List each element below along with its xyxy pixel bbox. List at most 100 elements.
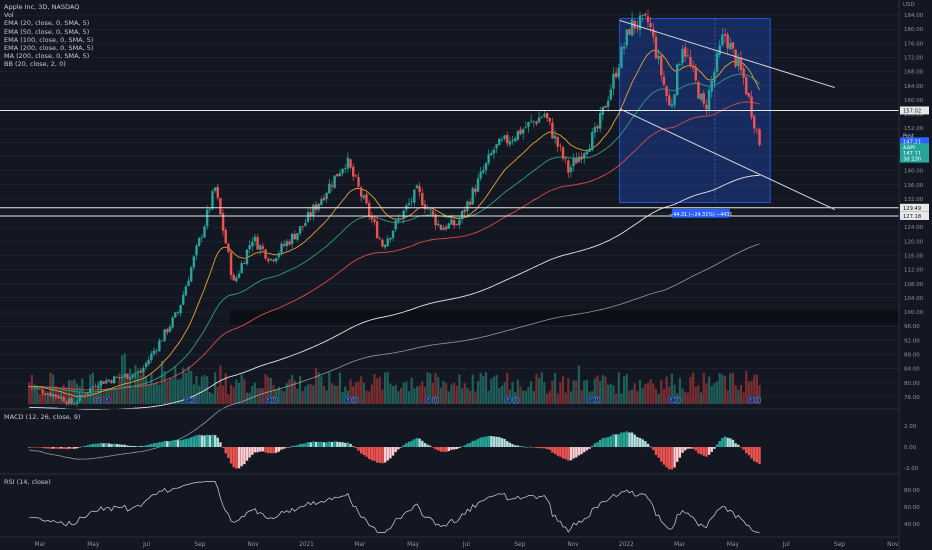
symbol-title[interactable]: Apple Inc, 3D, NASDAQ [4,3,80,11]
candle-body [192,256,196,268]
candle-body [683,47,687,57]
candle-body [298,226,302,234]
candle [296,233,299,243]
macd-histogram-bar [745,447,748,454]
candle-body [487,154,490,164]
macd-histogram-bar [442,447,445,452]
candle-body [421,192,424,206]
candle-body [665,86,668,97]
macd-histogram-bar [208,435,212,447]
indicator-ema20[interactable]: EMA (20, close, 0, SMA, 5) [4,19,90,28]
macd-histogram-bar [57,447,60,449]
candle-body [527,122,530,127]
volume-bar [429,373,432,404]
volume-bar [426,372,429,404]
macd-histogram-bar [683,447,687,451]
macd-histogram-bar [490,436,493,447]
price-axis-tick: 168.00 [904,70,924,76]
volume-bar [245,392,249,404]
indicator-ema50[interactable]: EMA (50, close, 0, SMA, 5) [4,27,90,36]
price-axis-tick: 124.00 [904,225,924,231]
rsi-axis-tick: 60.00 [904,505,920,511]
candle-body [612,73,615,89]
level-price-tag-bg [900,203,929,212]
price-axis-tick: 156.00 [904,112,924,118]
candle [596,124,599,133]
candle [516,130,520,141]
candle [46,391,50,396]
candle-body [532,121,536,122]
candle-body [511,140,514,142]
volume-bar [455,385,458,404]
indicator-ema200[interactable]: EMA (200, close, 0, SMA, 5) [4,44,94,53]
volume-bar [171,378,174,404]
candle [447,222,451,230]
volume-bar [275,389,278,404]
macd-histogram-bar [474,440,477,447]
macd-histogram-bar [240,447,243,467]
macd-histogram-bar [346,442,350,447]
candle [394,218,397,233]
volume-indicator-label[interactable]: Vol [4,11,14,20]
macd-histogram-bar [622,432,626,447]
volume-bar [415,386,419,404]
candle [354,174,358,178]
volume-bar [471,374,474,404]
price-axis-tick: 180.00 [904,27,924,33]
macd-histogram-bar [598,439,602,447]
volume-bar [306,384,310,404]
candle-body [312,205,315,217]
candle-body [67,398,71,405]
candle-body [139,370,142,373]
last-symbol-label-bg [900,143,929,152]
time-axis-tick: Jul [782,542,790,548]
candle [487,149,490,166]
volume-bar [484,372,488,404]
rsi-label[interactable]: RSI (14, close) [4,478,51,486]
macd-histogram-bar [713,447,716,449]
macd-histogram-bar [75,447,79,449]
candle [423,199,427,214]
candle [338,169,342,177]
volume-bar [715,381,719,404]
macd-histogram-bar [224,447,227,454]
price-axis-tick: 172.00 [904,56,924,62]
candle [221,209,225,236]
candle-body [726,34,729,49]
volume-bar [174,366,177,404]
dividend-marker-label: D [676,398,679,403]
volume-bar [362,382,365,404]
candle-body [668,95,671,106]
indicator-ma200[interactable]: MA (200, close, 0, SMA, 5) [4,52,90,61]
candle [232,272,235,281]
macd-histogram-bar [495,436,498,447]
candle-body [325,193,328,199]
candle-body [652,28,655,37]
candle [742,63,745,85]
candle [524,121,528,129]
candle-body [559,145,562,147]
macd-label[interactable]: MACD (12, 26, close, 9) [4,413,81,421]
volume-bar [397,391,400,404]
candle [652,22,655,43]
macd-histogram-bar [580,447,583,455]
candle-body [224,229,227,244]
candle [259,243,262,255]
macd-histogram-bar [652,447,655,451]
macd-histogram-bar [243,447,246,465]
candle [383,243,387,250]
indicator-ema100[interactable]: EMA (100, close, 0, SMA, 5) [4,35,94,44]
volume-bar [593,378,596,404]
macd-histogram-bar [423,442,427,447]
macd-histogram-bar [290,445,294,447]
last-price-tag: 147.11 [903,151,921,157]
macd-histogram-bar [702,447,705,456]
macd-histogram-bar [614,434,618,447]
volume-bar [458,374,461,404]
indicator-bb[interactable]: BB (20, close, 2, 0) [4,60,66,69]
volume-bar [203,375,206,404]
candle-body [240,263,243,274]
candle-body [718,45,721,55]
volume-bar [745,370,748,404]
